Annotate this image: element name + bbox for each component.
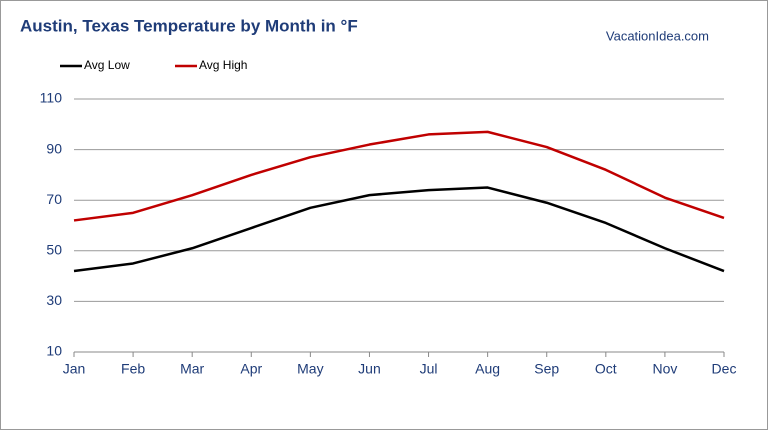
x-tick-label: Jul	[420, 361, 438, 377]
x-tick-label: Feb	[121, 361, 145, 377]
y-tick-label: 10	[46, 343, 62, 359]
x-tick-label: Jun	[358, 361, 381, 377]
x-tick-label: Jan	[63, 361, 86, 377]
x-tick-label: Oct	[595, 361, 617, 377]
chart-title: Austin, Texas Temperature by Month in °F	[20, 16, 358, 35]
y-tick-label: 110	[40, 90, 63, 106]
x-tick-label: Apr	[240, 361, 262, 377]
line-series	[73, 130, 725, 222]
x-tick-label: Dec	[712, 361, 737, 377]
y-tick-label: 70	[46, 191, 62, 207]
x-tick-label: Nov	[652, 361, 677, 377]
y-tick-label: 30	[46, 292, 62, 308]
source: VacationIdea.com	[606, 28, 709, 43]
x-tick-label: Aug	[475, 361, 500, 377]
line-series	[73, 186, 725, 273]
y-tick-label: 50	[46, 242, 62, 258]
x-tick-label: Mar	[180, 361, 204, 377]
legend-label: Avg Low	[84, 58, 130, 72]
x-tick-label: May	[297, 361, 323, 377]
legend-label: Avg High	[199, 58, 247, 72]
x-tick-label: Sep	[534, 361, 559, 377]
y-tick-label: 90	[46, 140, 62, 156]
